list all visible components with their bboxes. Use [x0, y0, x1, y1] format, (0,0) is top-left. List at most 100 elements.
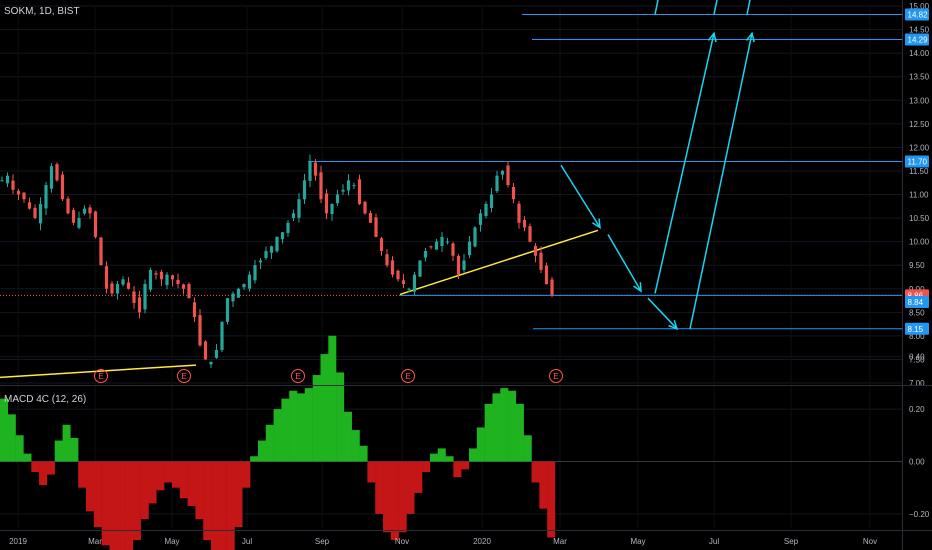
support-trendline-2019 [0, 364, 197, 379]
macd-bar [78, 461, 87, 488]
macd-bar [398, 461, 407, 533]
candle-body [154, 273, 158, 275]
candle-body [484, 203, 488, 216]
macd-bar [453, 461, 462, 478]
price-tag-box [905, 8, 929, 21]
candle-body [181, 284, 186, 289]
candle-body [22, 192, 26, 200]
price-tag-label: 8.86 [908, 291, 924, 300]
macd-bar [109, 461, 118, 550]
candle-body [44, 185, 48, 209]
candle-body [363, 201, 367, 214]
macd-bar [515, 403, 524, 462]
candle-body [418, 260, 422, 277]
price-tick-label: 11.50 [909, 167, 929, 176]
macd-bar [367, 461, 376, 483]
candle-body [412, 274, 417, 292]
candle-body [275, 236, 279, 252]
candle-body [77, 218, 81, 228]
candle-body [473, 227, 477, 247]
arrow-down-1 [560, 164, 601, 228]
price-tick-label: 14.50 [909, 26, 930, 35]
price-axis[interactable]: 7.00 7.50 8.00 8.50 9.00 9.50 10.00 10.50 11.00 1… [909, 2, 930, 388]
candle-body [33, 207, 37, 219]
arrow-up-extension [746, 0, 751, 15]
macd-bar [132, 461, 141, 541]
candle-body [357, 179, 362, 204]
candle-body [467, 241, 472, 256]
macd-bar [414, 461, 423, 493]
candle-body [192, 302, 197, 318]
macd-bar [234, 461, 243, 527]
arrow-up-2 [689, 33, 753, 329]
candle-body [440, 236, 444, 247]
macd-bar [508, 390, 517, 462]
price-tag-box [905, 155, 929, 168]
macd-legend[interactable]: MACD 4C (12, 26) [4, 394, 87, 405]
candle-body [445, 241, 450, 243]
candle-body [407, 288, 411, 290]
price-tick-label: 13.50 [909, 73, 930, 82]
candle-body [170, 275, 175, 280]
macd-bar [304, 388, 313, 462]
price-tick-label: 10.50 [909, 214, 930, 223]
earnings-marker [401, 369, 415, 383]
price-tag-label: 14.29 [908, 35, 929, 44]
symbol-legend[interactable]: SOKM, 1D, BIST [4, 6, 80, 17]
candle-body [225, 298, 230, 322]
macd-histogram [0, 335, 556, 550]
macd-bar [140, 461, 149, 520]
candle-body [115, 284, 120, 294]
macd-bar [31, 461, 40, 472]
time-tick-label: Jul [242, 537, 252, 546]
time-tick-label: 2019 [9, 537, 27, 546]
price-tick-label: 13.00 [909, 96, 930, 105]
candle-body [539, 252, 543, 270]
macd-bar [273, 409, 282, 462]
candle-body [374, 217, 378, 237]
candle-body [236, 288, 241, 298]
candle-body [66, 198, 70, 214]
macd-bar [70, 437, 79, 462]
candle-body [478, 213, 483, 225]
earnings-marker-label: E [553, 372, 558, 381]
time-axis[interactable]: 2019 Mar May Jul Sep Nov 2020 Mar May Jul Sep Nov [9, 537, 877, 546]
candle-body [390, 260, 395, 275]
candle-body [159, 271, 164, 280]
candle-body [511, 187, 516, 200]
arrow-up-extension [654, 0, 659, 15]
time-tick-label: Nov [863, 537, 877, 546]
candle-body [71, 210, 76, 223]
candle-body [286, 222, 290, 233]
candle-body [258, 260, 263, 263]
macd-bar [226, 461, 235, 550]
macd-bar [54, 440, 63, 462]
price-tick-label: 8.50 [909, 308, 925, 317]
macd-bar [62, 424, 71, 462]
candle-body [203, 341, 208, 360]
macd-bar [289, 390, 298, 462]
macd-bar [297, 393, 306, 462]
macd-bar [422, 461, 431, 472]
price-tags: 14.82 14.29 11.70 8.868.84 8.15 [905, 8, 929, 335]
macd-bar [531, 461, 540, 483]
arrow-up-extension [713, 0, 718, 15]
arrow-down-3-head [668, 320, 679, 331]
macd-axis[interactable]: 0.400.200.00−0.20−0.40 [909, 353, 930, 550]
candle-body [49, 166, 54, 189]
candle-body [27, 202, 32, 209]
macd-bar [257, 440, 266, 462]
candle-body [38, 203, 43, 224]
time-tick-label: Jul [709, 537, 719, 546]
candle-body [308, 161, 312, 181]
macd-bar [320, 354, 329, 462]
candle-body [550, 279, 554, 296]
price-tick-label: 15.00 [909, 2, 930, 11]
candle-body [264, 251, 268, 258]
candle-body [93, 211, 98, 237]
candle-body [99, 237, 103, 266]
time-tick-label: Mar [88, 537, 102, 546]
